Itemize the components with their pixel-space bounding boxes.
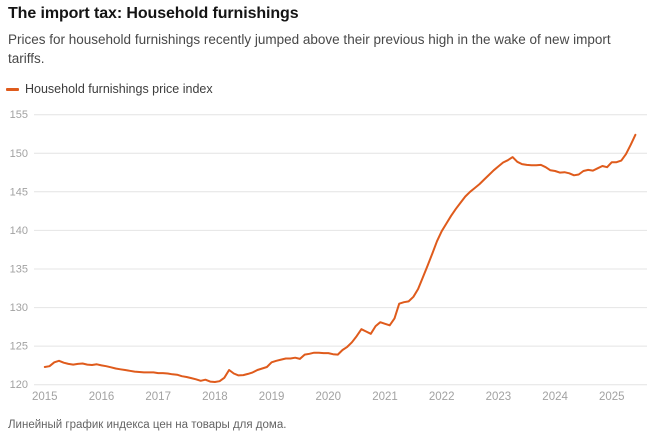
chart-subtitle: Prices for household furnishings recentl… bbox=[8, 32, 611, 66]
chart-caption: Линейный график индекса цен на товары дл… bbox=[8, 419, 287, 431]
x-tick-label: 2025 bbox=[599, 391, 625, 403]
y-tick-label: 125 bbox=[10, 341, 28, 353]
x-tick-label: 2016 bbox=[89, 391, 115, 403]
y-tick-label: 145 bbox=[10, 186, 28, 198]
x-tick-label: 2015 bbox=[32, 391, 58, 403]
chart-title: The import tax: Household furnishings bbox=[8, 5, 299, 22]
x-tick-label: 2022 bbox=[429, 391, 455, 403]
y-tick-label: 130 bbox=[10, 302, 28, 314]
price-index-line bbox=[43, 133, 637, 383]
x-tick-label: 2024 bbox=[542, 391, 568, 403]
x-tick-label: 2017 bbox=[145, 391, 171, 403]
legend-line-swatch-icon bbox=[6, 87, 19, 91]
x-tick-label: 2018 bbox=[202, 391, 228, 403]
x-tick-label: 2019 bbox=[259, 391, 285, 403]
legend-label: Household furnishings price index bbox=[25, 82, 213, 96]
x-tick-label: 2023 bbox=[486, 391, 512, 403]
legend: Household furnishings price index bbox=[6, 82, 213, 96]
y-tick-label: 120 bbox=[10, 379, 28, 391]
x-tick-label: 2020 bbox=[316, 391, 342, 403]
y-tick-label: 140 bbox=[10, 225, 28, 237]
y-tick-label: 150 bbox=[10, 148, 28, 160]
y-tick-label: 155 bbox=[10, 109, 28, 121]
x-tick-label: 2021 bbox=[372, 391, 398, 403]
y-tick-label: 135 bbox=[10, 264, 28, 276]
